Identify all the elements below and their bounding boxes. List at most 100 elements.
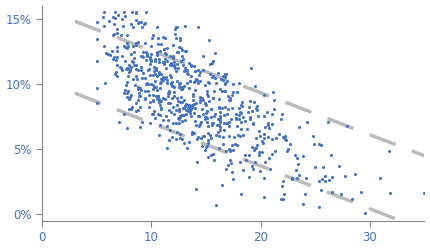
Point: [152, 68, 159, 72]
Point: [155, 72, 162, 76]
Point: [195, 81, 202, 85]
Point: [211, 90, 218, 94]
Point: [161, 47, 168, 51]
Point: [255, 114, 261, 118]
Point: [279, 184, 286, 188]
Point: [266, 156, 273, 160]
Point: [109, 50, 116, 54]
Point: [168, 110, 175, 114]
Point: [231, 134, 238, 138]
Point: [200, 98, 207, 102]
Point: [118, 54, 125, 58]
Point: [215, 134, 222, 138]
Point: [249, 122, 256, 126]
Point: [111, 72, 118, 76]
Point: [250, 121, 257, 125]
Point: [174, 25, 181, 29]
Point: [148, 82, 155, 86]
Point: [315, 222, 322, 226]
Point: [316, 205, 322, 209]
Point: [281, 192, 288, 196]
Point: [153, 25, 160, 29]
Point: [204, 138, 211, 142]
Point: [193, 187, 200, 191]
Point: [264, 121, 271, 125]
Point: [223, 72, 230, 76]
Point: [123, 94, 130, 98]
Point: [119, 24, 126, 28]
Point: [228, 117, 235, 121]
Point: [124, 80, 131, 84]
Point: [228, 142, 235, 146]
Point: [143, 58, 150, 62]
Point: [237, 111, 244, 115]
Point: [194, 68, 201, 72]
Point: [237, 160, 243, 164]
Point: [209, 96, 216, 100]
Point: [177, 116, 184, 119]
Point: [147, 58, 154, 62]
Point: [282, 136, 289, 140]
Point: [159, 60, 166, 64]
Point: [144, 88, 151, 92]
Point: [265, 122, 272, 126]
Point: [269, 122, 276, 126]
Point: [155, 94, 162, 98]
Point: [178, 87, 184, 91]
Point: [124, 66, 131, 70]
Point: [192, 106, 199, 110]
Point: [119, 17, 126, 21]
Point: [269, 152, 276, 156]
Point: [123, 83, 130, 87]
Point: [166, 138, 173, 142]
Point: [170, 121, 177, 125]
Point: [218, 106, 225, 110]
Point: [177, 95, 184, 99]
Point: [222, 82, 229, 86]
Point: [205, 124, 212, 128]
Point: [93, 37, 100, 41]
Point: [224, 94, 231, 98]
Point: [189, 103, 196, 107]
Point: [206, 80, 212, 84]
Point: [162, 56, 169, 60]
Point: [173, 62, 180, 66]
Point: [160, 47, 167, 51]
Point: [183, 81, 190, 85]
Point: [182, 104, 189, 108]
Point: [181, 106, 188, 110]
Point: [181, 113, 188, 117]
Point: [167, 54, 174, 58]
Point: [124, 46, 131, 50]
Point: [141, 76, 148, 80]
Point: [242, 119, 249, 123]
Point: [130, 63, 137, 67]
Point: [154, 36, 161, 40]
Point: [387, 191, 393, 195]
Point: [185, 103, 192, 107]
Point: [217, 114, 224, 118]
Point: [104, 52, 111, 56]
Point: [237, 110, 243, 114]
Point: [179, 63, 186, 67]
Point: [125, 74, 132, 78]
Point: [249, 109, 256, 113]
Point: [215, 71, 222, 75]
Point: [123, 33, 130, 37]
Point: [142, 10, 149, 14]
Point: [269, 138, 276, 141]
Point: [173, 69, 180, 73]
Point: [128, 106, 135, 110]
Point: [201, 83, 208, 87]
Point: [178, 113, 185, 117]
Point: [160, 75, 166, 79]
Point: [237, 192, 244, 196]
Point: [114, 55, 120, 59]
Point: [254, 104, 261, 108]
Point: [191, 79, 198, 83]
Point: [225, 120, 232, 124]
Point: [93, 59, 100, 63]
Point: [270, 98, 277, 102]
Point: [197, 70, 203, 74]
Point: [196, 114, 203, 118]
